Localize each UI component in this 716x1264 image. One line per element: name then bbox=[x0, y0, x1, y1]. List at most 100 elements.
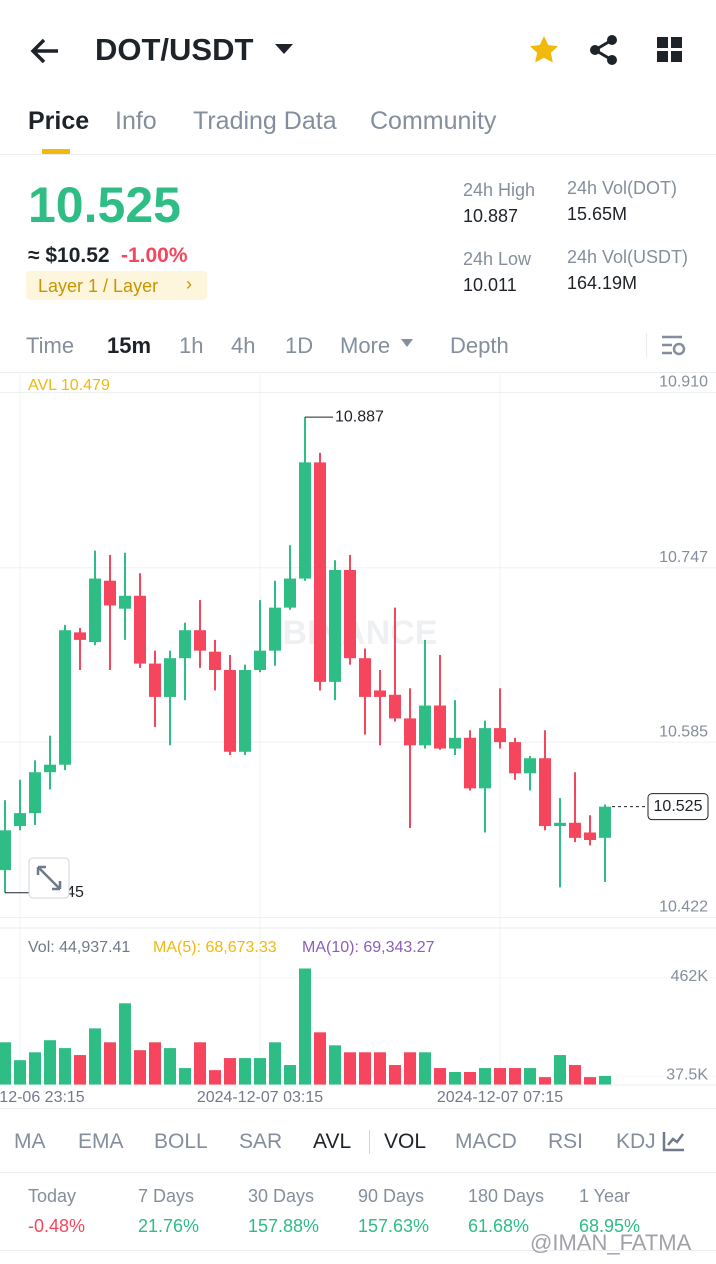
candle-body bbox=[524, 758, 536, 774]
back-arrow[interactable] bbox=[28, 36, 62, 66]
watermark: @IMAN_FATMA bbox=[530, 1230, 692, 1255]
candle-body bbox=[539, 758, 551, 827]
candle-body bbox=[209, 651, 221, 671]
x-tick-label: 2024-12-07 03:15 bbox=[197, 1089, 323, 1106]
period-change: 21.76% bbox=[138, 1216, 200, 1236]
volume-bar bbox=[524, 1068, 536, 1085]
indicator-option[interactable]: KDJ bbox=[616, 1130, 656, 1153]
candle-body bbox=[104, 580, 116, 606]
pair-title[interactable]: DOT/USDT bbox=[95, 32, 254, 67]
indicator-option[interactable]: BOLL bbox=[154, 1130, 208, 1153]
volume-bar bbox=[374, 1052, 386, 1085]
volume-bar bbox=[179, 1068, 191, 1085]
share-icon[interactable] bbox=[588, 34, 620, 66]
divider bbox=[0, 154, 716, 155]
candle-body bbox=[359, 658, 371, 697]
indicator-option[interactable]: RSI bbox=[548, 1130, 584, 1153]
indicator-option[interactable]: VOL bbox=[384, 1130, 427, 1153]
candle-body bbox=[344, 569, 356, 659]
volume-bar bbox=[44, 1040, 56, 1085]
interval-option[interactable]: 1D bbox=[285, 333, 314, 358]
volume-bar bbox=[434, 1068, 446, 1085]
tab[interactable]: Trading Data bbox=[193, 107, 337, 135]
period-label: 30 Days bbox=[248, 1186, 315, 1206]
indicator-option[interactable]: MACD bbox=[455, 1130, 517, 1153]
candle-body bbox=[479, 728, 491, 789]
interval-option[interactable]: More bbox=[340, 333, 391, 358]
menu-grid-icon[interactable] bbox=[656, 36, 684, 64]
volume-legend: MA(10): 69,343.27 bbox=[302, 939, 435, 956]
interval-option[interactable]: 1h bbox=[179, 333, 204, 358]
candle-body bbox=[59, 630, 71, 765]
separator bbox=[369, 1130, 370, 1154]
indicator-settings-icon[interactable] bbox=[662, 1130, 686, 1152]
candle-body bbox=[179, 630, 191, 659]
chart-settings-icon[interactable] bbox=[660, 333, 686, 357]
x-tick-label: 12-06 23:15 bbox=[0, 1089, 85, 1106]
period-label: 90 Days bbox=[358, 1186, 425, 1206]
indicator-option[interactable]: MA bbox=[14, 1130, 46, 1153]
volume-bar bbox=[164, 1048, 176, 1085]
indicator-option[interactable]: AVL bbox=[313, 1130, 352, 1153]
tab[interactable]: Info bbox=[115, 107, 157, 135]
indicator-option[interactable]: SAR bbox=[239, 1130, 283, 1153]
candle-body bbox=[509, 742, 521, 774]
candle-body bbox=[164, 658, 176, 697]
candle-body bbox=[269, 607, 281, 651]
volume-bar bbox=[59, 1048, 71, 1085]
volume-bar bbox=[509, 1068, 521, 1085]
period-change: 68.95% bbox=[579, 1216, 641, 1236]
period-label: 180 Days bbox=[468, 1186, 545, 1206]
period-label: 1 Year bbox=[579, 1186, 631, 1206]
y-tick-label: 10.422 bbox=[659, 899, 708, 916]
avl-legend: AVL 10.479 bbox=[28, 377, 110, 394]
candle-body bbox=[194, 630, 206, 651]
y-tick-label: 10.585 bbox=[659, 723, 708, 740]
volume-bar bbox=[14, 1060, 26, 1085]
interval-option[interactable]: Depth bbox=[450, 333, 509, 358]
candle-body bbox=[134, 595, 146, 664]
volume-bar bbox=[584, 1077, 596, 1085]
volume-bar bbox=[389, 1065, 401, 1085]
candle-body bbox=[254, 650, 266, 671]
stat-value: 15.65M bbox=[567, 204, 628, 224]
volume-bar bbox=[254, 1058, 266, 1085]
last-price: 10.525 bbox=[28, 177, 181, 233]
last-price-box bbox=[647, 793, 709, 821]
indicator-option[interactable]: EMA bbox=[78, 1130, 124, 1153]
interval-option[interactable]: Time bbox=[26, 333, 75, 358]
stat-value: 164.19M bbox=[567, 273, 638, 293]
tag-chip[interactable]: Layer 1 / Layer › bbox=[26, 271, 207, 300]
volume-bar bbox=[599, 1075, 611, 1085]
y-tick-label: 37.5K bbox=[666, 1067, 708, 1084]
tag-text: Layer 1 / Layer bbox=[38, 276, 159, 296]
period-label: 7 Days bbox=[138, 1186, 195, 1206]
volume-bar bbox=[554, 1055, 566, 1085]
candle-body bbox=[389, 694, 401, 719]
divider bbox=[0, 372, 716, 373]
tab[interactable]: Community bbox=[370, 107, 497, 135]
volume-bar bbox=[0, 1042, 11, 1085]
expand-button[interactable] bbox=[28, 857, 70, 899]
candle-body bbox=[299, 462, 311, 579]
tab[interactable]: Price bbox=[28, 107, 90, 135]
interval-option[interactable]: 15m bbox=[107, 333, 152, 358]
candle-body bbox=[599, 806, 611, 838]
candle-body bbox=[224, 670, 236, 752]
candle-body bbox=[89, 578, 101, 643]
candle-body bbox=[464, 737, 476, 789]
more-caret bbox=[401, 339, 413, 347]
favorite-star[interactable] bbox=[528, 34, 560, 66]
watermark-logo: BINANCE bbox=[283, 614, 438, 652]
candle-body bbox=[494, 728, 506, 743]
dropdown-icon[interactable] bbox=[274, 42, 294, 56]
volume-bar bbox=[119, 1003, 131, 1085]
candle-body bbox=[374, 690, 386, 697]
stat-label: 24h Vol(USDT) bbox=[567, 247, 689, 267]
stat-label: 24h High bbox=[463, 180, 536, 200]
divider bbox=[0, 1172, 716, 1173]
volume-bar bbox=[314, 1032, 326, 1085]
interval-option[interactable]: 4h bbox=[231, 333, 256, 358]
divider bbox=[0, 1250, 716, 1251]
